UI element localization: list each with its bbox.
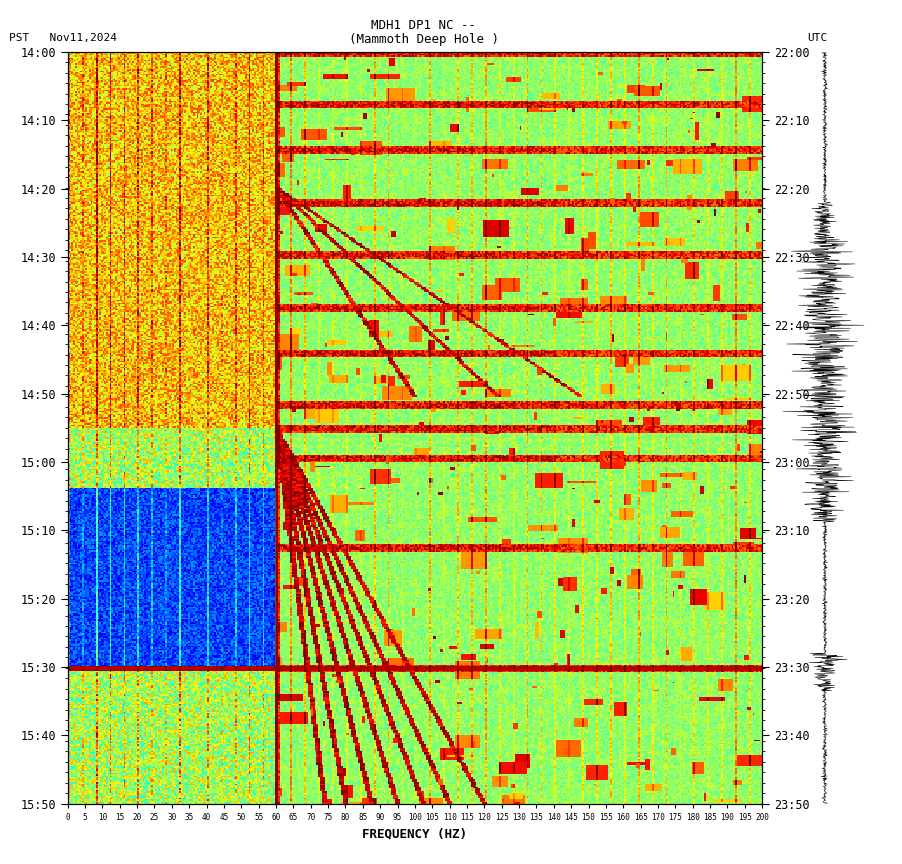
Text: MDH1 DP1 NC --: MDH1 DP1 NC -- <box>372 19 476 32</box>
Text: UTC: UTC <box>807 33 827 43</box>
Text: (Mammoth Deep Hole ): (Mammoth Deep Hole ) <box>349 33 499 46</box>
X-axis label: FREQUENCY (HZ): FREQUENCY (HZ) <box>363 827 467 840</box>
Text: PST   Nov11,2024: PST Nov11,2024 <box>9 33 117 43</box>
